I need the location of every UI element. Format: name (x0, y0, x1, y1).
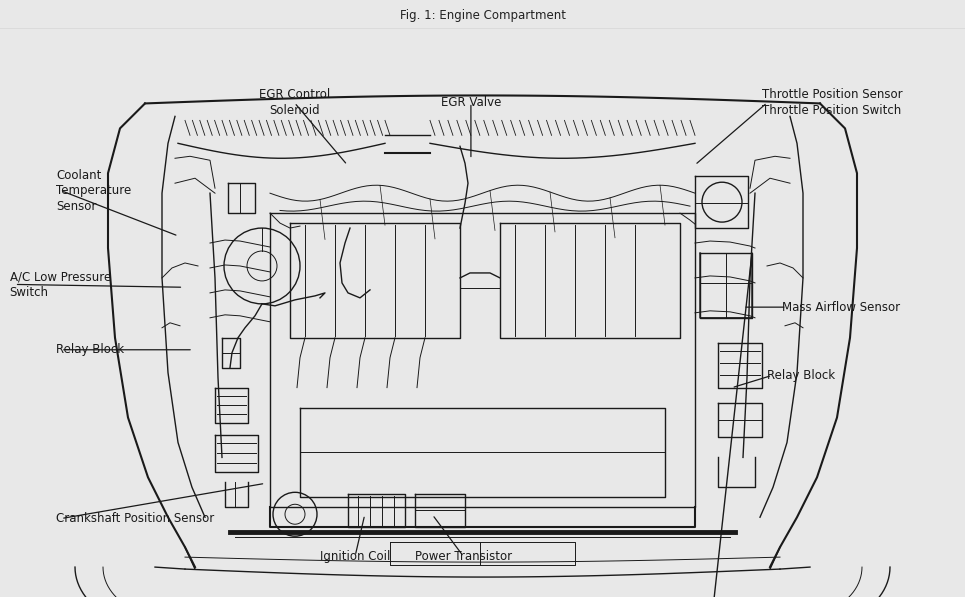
Text: Throttle Position Sensor
Throttle Position Switch: Throttle Position Sensor Throttle Positi… (762, 88, 903, 117)
Text: Fig. 1: Engine Compartment: Fig. 1: Engine Compartment (400, 10, 565, 22)
Text: Ignition Coil: Ignition Coil (320, 550, 390, 562)
Text: EGR Valve: EGR Valve (441, 96, 501, 109)
Text: Coolant
Temperature
Sensor: Coolant Temperature Sensor (56, 168, 131, 213)
Text: Relay Block: Relay Block (56, 343, 124, 356)
Text: Mass Airflow Sensor: Mass Airflow Sensor (782, 301, 899, 313)
Text: Power Transistor: Power Transistor (415, 550, 511, 562)
Text: Crankshaft Position Sensor: Crankshaft Position Sensor (56, 512, 214, 525)
Text: A/C Low Pressure
Switch: A/C Low Pressure Switch (10, 270, 111, 298)
Text: Relay Block: Relay Block (767, 369, 836, 382)
Text: EGR Control
Solenoid: EGR Control Solenoid (259, 88, 330, 117)
